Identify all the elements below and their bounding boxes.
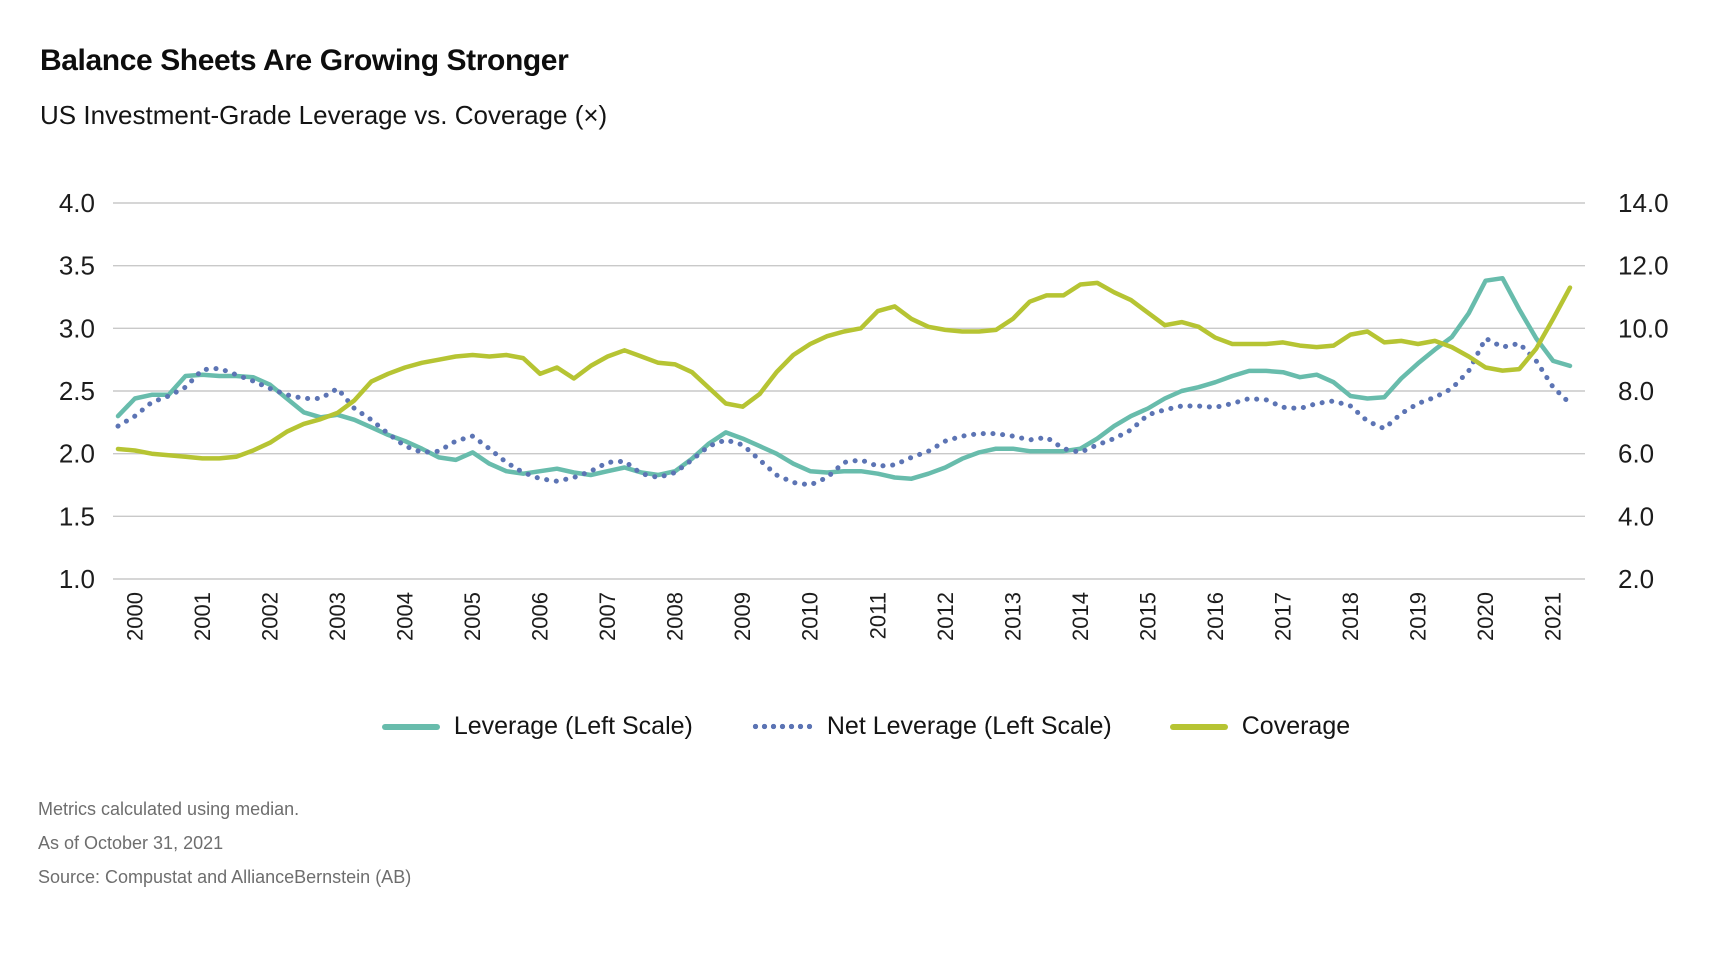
right-axis-tick-label: 4.0 — [1618, 501, 1654, 531]
legend-label-leverage: Leverage (Left Scale) — [453, 712, 693, 740]
x-axis-year-label: 2002 — [257, 592, 282, 641]
x-axis-year-label: 2021 — [1541, 592, 1566, 641]
x-axis-year-label: 2017 — [1270, 592, 1295, 641]
right-axis-tick-label: 12.0 — [1618, 251, 1669, 281]
x-axis-year-label: 2009 — [730, 592, 755, 641]
footnotes: Metrics calculated using median. As of O… — [38, 792, 411, 894]
right-axis-tick-label: 6.0 — [1618, 439, 1654, 469]
series-line-1 — [115, 335, 1573, 488]
x-axis-year-label: 2019 — [1406, 592, 1431, 641]
x-axis-year-label: 2013 — [1000, 592, 1025, 641]
right-axis-tick-label: 10.0 — [1618, 313, 1669, 343]
x-axis-year-label: 2012 — [933, 592, 958, 641]
x-axis-year-label: 2000 — [122, 592, 147, 641]
x-axis-year-label: 2005 — [460, 592, 485, 641]
x-axis-year-label: 2001 — [190, 592, 215, 641]
x-axis-year-label: 2011 — [865, 592, 890, 639]
legend-label-coverage: Coverage — [1241, 712, 1351, 740]
x-axis-year-label: 2015 — [1135, 592, 1160, 641]
footnote-as-of-date: As of October 31, 2021 — [38, 833, 224, 853]
page-title: Balance Sheets Are Growing Stronger — [40, 44, 569, 77]
footnote-methodology: Metrics calculated using median. — [38, 799, 300, 819]
left-axis-tick-label: 1.5 — [59, 501, 95, 531]
x-axis-year-label: 2014 — [1068, 592, 1093, 641]
net-leverage-dotted-line-icon — [750, 723, 813, 730]
legend-item-leverage: Leverage (Left Scale) — [381, 712, 693, 741]
x-axis-year-label: 2016 — [1203, 592, 1228, 641]
x-axis-year-label: 2010 — [798, 592, 823, 641]
footnote-source: Source: Compustat and AllianceBernstein … — [38, 867, 412, 887]
x-axis-year-label: 2003 — [325, 592, 350, 641]
left-axis-tick-label: 4.0 — [59, 188, 95, 218]
left-axis-tick-label: 2.5 — [59, 376, 95, 406]
x-axis-year-label: 2008 — [663, 592, 688, 641]
series-line-0 — [115, 275, 1573, 481]
legend-item-coverage: Coverage — [1169, 712, 1351, 741]
page-subtitle: US Investment-Grade Leverage vs. Coverag… — [40, 100, 608, 130]
x-axis-year-label: 2018 — [1338, 592, 1363, 641]
legend-label-net-leverage: Net Leverage (Left Scale) — [826, 712, 1112, 740]
legend-item-net-leverage: Net Leverage (Left Scale) — [750, 712, 1112, 741]
left-axis-tick-label: 3.0 — [59, 313, 95, 343]
left-axis-tick-label: 3.5 — [59, 251, 95, 281]
leverage-line-icon — [381, 723, 440, 730]
right-axis-tick-label: 14.0 — [1618, 188, 1669, 218]
chart-canvas: 4.0 14.0 3.5 12.0 3.0 10.0 2.5 8.0 2.0 6.0 1.5 4.0 1… — [59, 188, 1669, 641]
left-axis-tick-label: 2.0 — [59, 439, 95, 469]
x-axis-year-label: 2007 — [595, 592, 620, 641]
x-axis-year-label: 2006 — [528, 592, 553, 641]
right-axis-tick-label: 2.0 — [1618, 564, 1654, 594]
coverage-line-icon — [1169, 723, 1228, 730]
x-axis-year-label: 2020 — [1473, 592, 1498, 641]
series-line-2 — [115, 280, 1573, 461]
chart-legend: Leverage (Left Scale) Net Leverage (Left… — [0, 712, 1732, 741]
x-axis-year-label: 2004 — [393, 592, 418, 641]
left-axis-tick-label: 1.0 — [59, 564, 95, 594]
right-axis-tick-label: 8.0 — [1618, 376, 1654, 406]
